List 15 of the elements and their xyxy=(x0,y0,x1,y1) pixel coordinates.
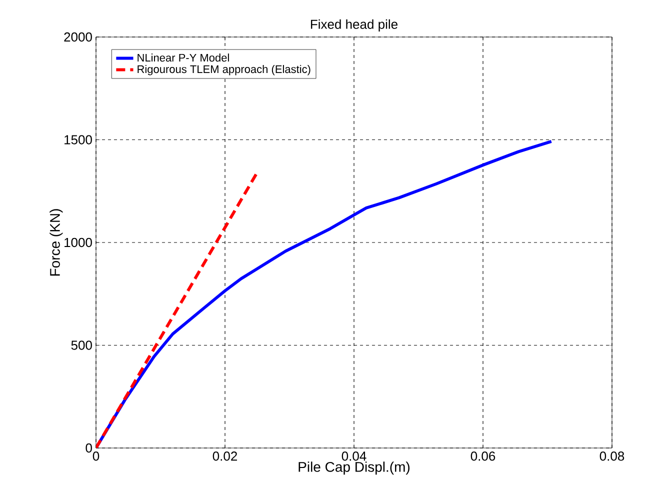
y-axis-title: Force (KN) xyxy=(50,209,63,276)
y-tick-label: 0 xyxy=(86,443,92,453)
x-tick-label: 0 xyxy=(92,452,100,461)
y-tick-label: 1000 xyxy=(64,238,92,248)
x-axis-title: Pile Cap Displ.(m) xyxy=(298,462,410,475)
x-tick-label: 0.08 xyxy=(600,452,624,461)
y-tick-label: 2000 xyxy=(64,32,92,42)
chart-title: Fixed head pile xyxy=(310,19,398,32)
x-tick-label: 0.04 xyxy=(342,452,366,461)
x-tick-label: 0.02 xyxy=(212,452,237,461)
y-tick-label: 500 xyxy=(71,340,92,350)
legend-label: NLinear P-Y Model xyxy=(138,54,229,62)
legend-label: Rigourous TLEM approach (Elastic) xyxy=(138,65,310,76)
y-tick-label: 1500 xyxy=(64,135,92,144)
x-tick-label: 0.06 xyxy=(470,452,496,461)
